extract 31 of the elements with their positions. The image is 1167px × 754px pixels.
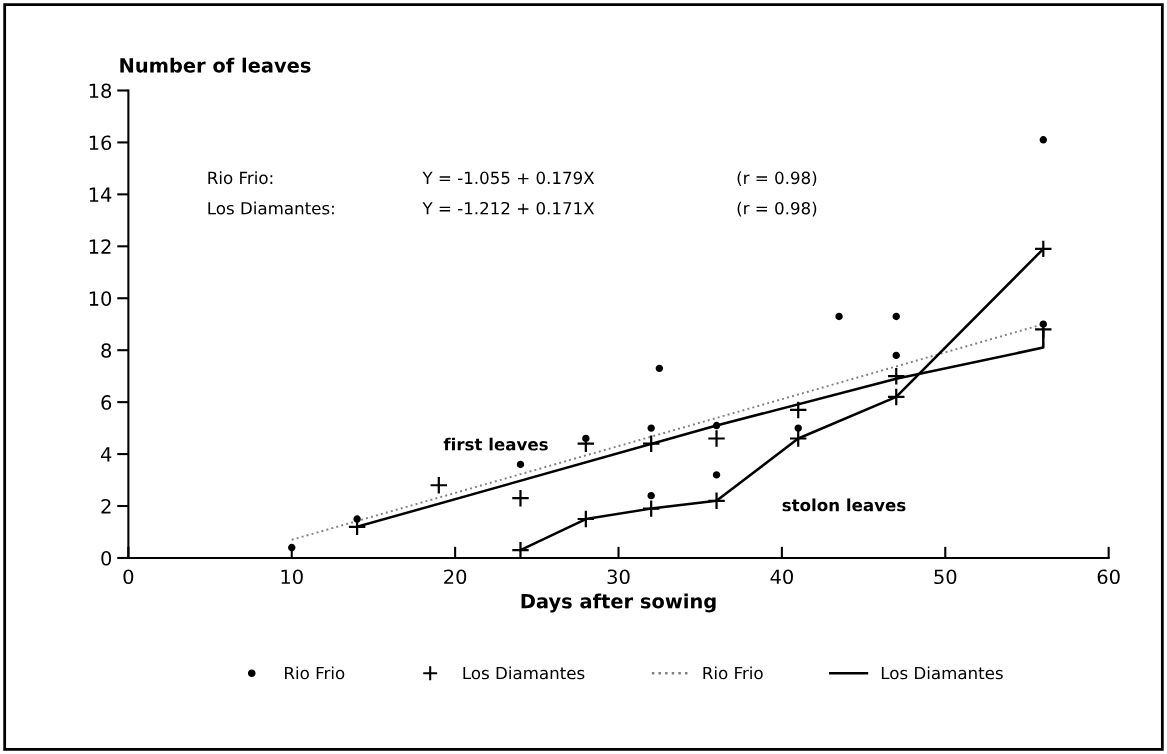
annotation: stolon leaves: [782, 498, 906, 512]
annotation: Y = -1.212 + 0.171X: [422, 201, 595, 215]
legend-label: Rio Frio: [703, 666, 763, 680]
annotation: Rio Frio:: [208, 171, 273, 185]
y-tick-label: 4: [100, 447, 112, 462]
y-tick-label: 12: [89, 239, 111, 254]
y-axis-title: Number of leaves: [120, 57, 311, 73]
x-tick-label: 10: [281, 569, 303, 585]
y-tick-label: 16: [89, 135, 112, 151]
x-tick-label: 60: [1097, 569, 1120, 585]
annotation: Los Diamantes:: [208, 201, 334, 215]
y-tick-label: 10: [89, 291, 112, 306]
y-tick-label: 2: [101, 498, 111, 514]
annotation: Y = -1.055 + 0.179X: [422, 171, 595, 185]
annotation: (r = 0.98): [737, 201, 817, 217]
y-tick-label: 14: [89, 187, 112, 202]
x-axis-title: Days after sowing: [521, 593, 716, 613]
x-tick-label: 20: [444, 569, 467, 585]
y-tick-label: 6: [101, 395, 112, 410]
legend-label: Los Diamantes: [463, 666, 585, 680]
x-tick-label: 40: [770, 569, 793, 585]
legend-label: Rio Frio: [285, 666, 345, 680]
x-tick-label: 0: [123, 569, 134, 585]
y-tick-label: 18: [89, 83, 112, 99]
annotation: (r = 0.98): [737, 171, 817, 187]
annotation: first leaves: [443, 437, 548, 451]
x-tick-label: 30: [607, 569, 630, 585]
y-tick-label: 8: [101, 343, 112, 358]
x-tick-label: 50: [934, 569, 957, 585]
legend-label: Los Diamantes: [881, 666, 1003, 680]
y-tick-label: 0: [101, 550, 112, 566]
